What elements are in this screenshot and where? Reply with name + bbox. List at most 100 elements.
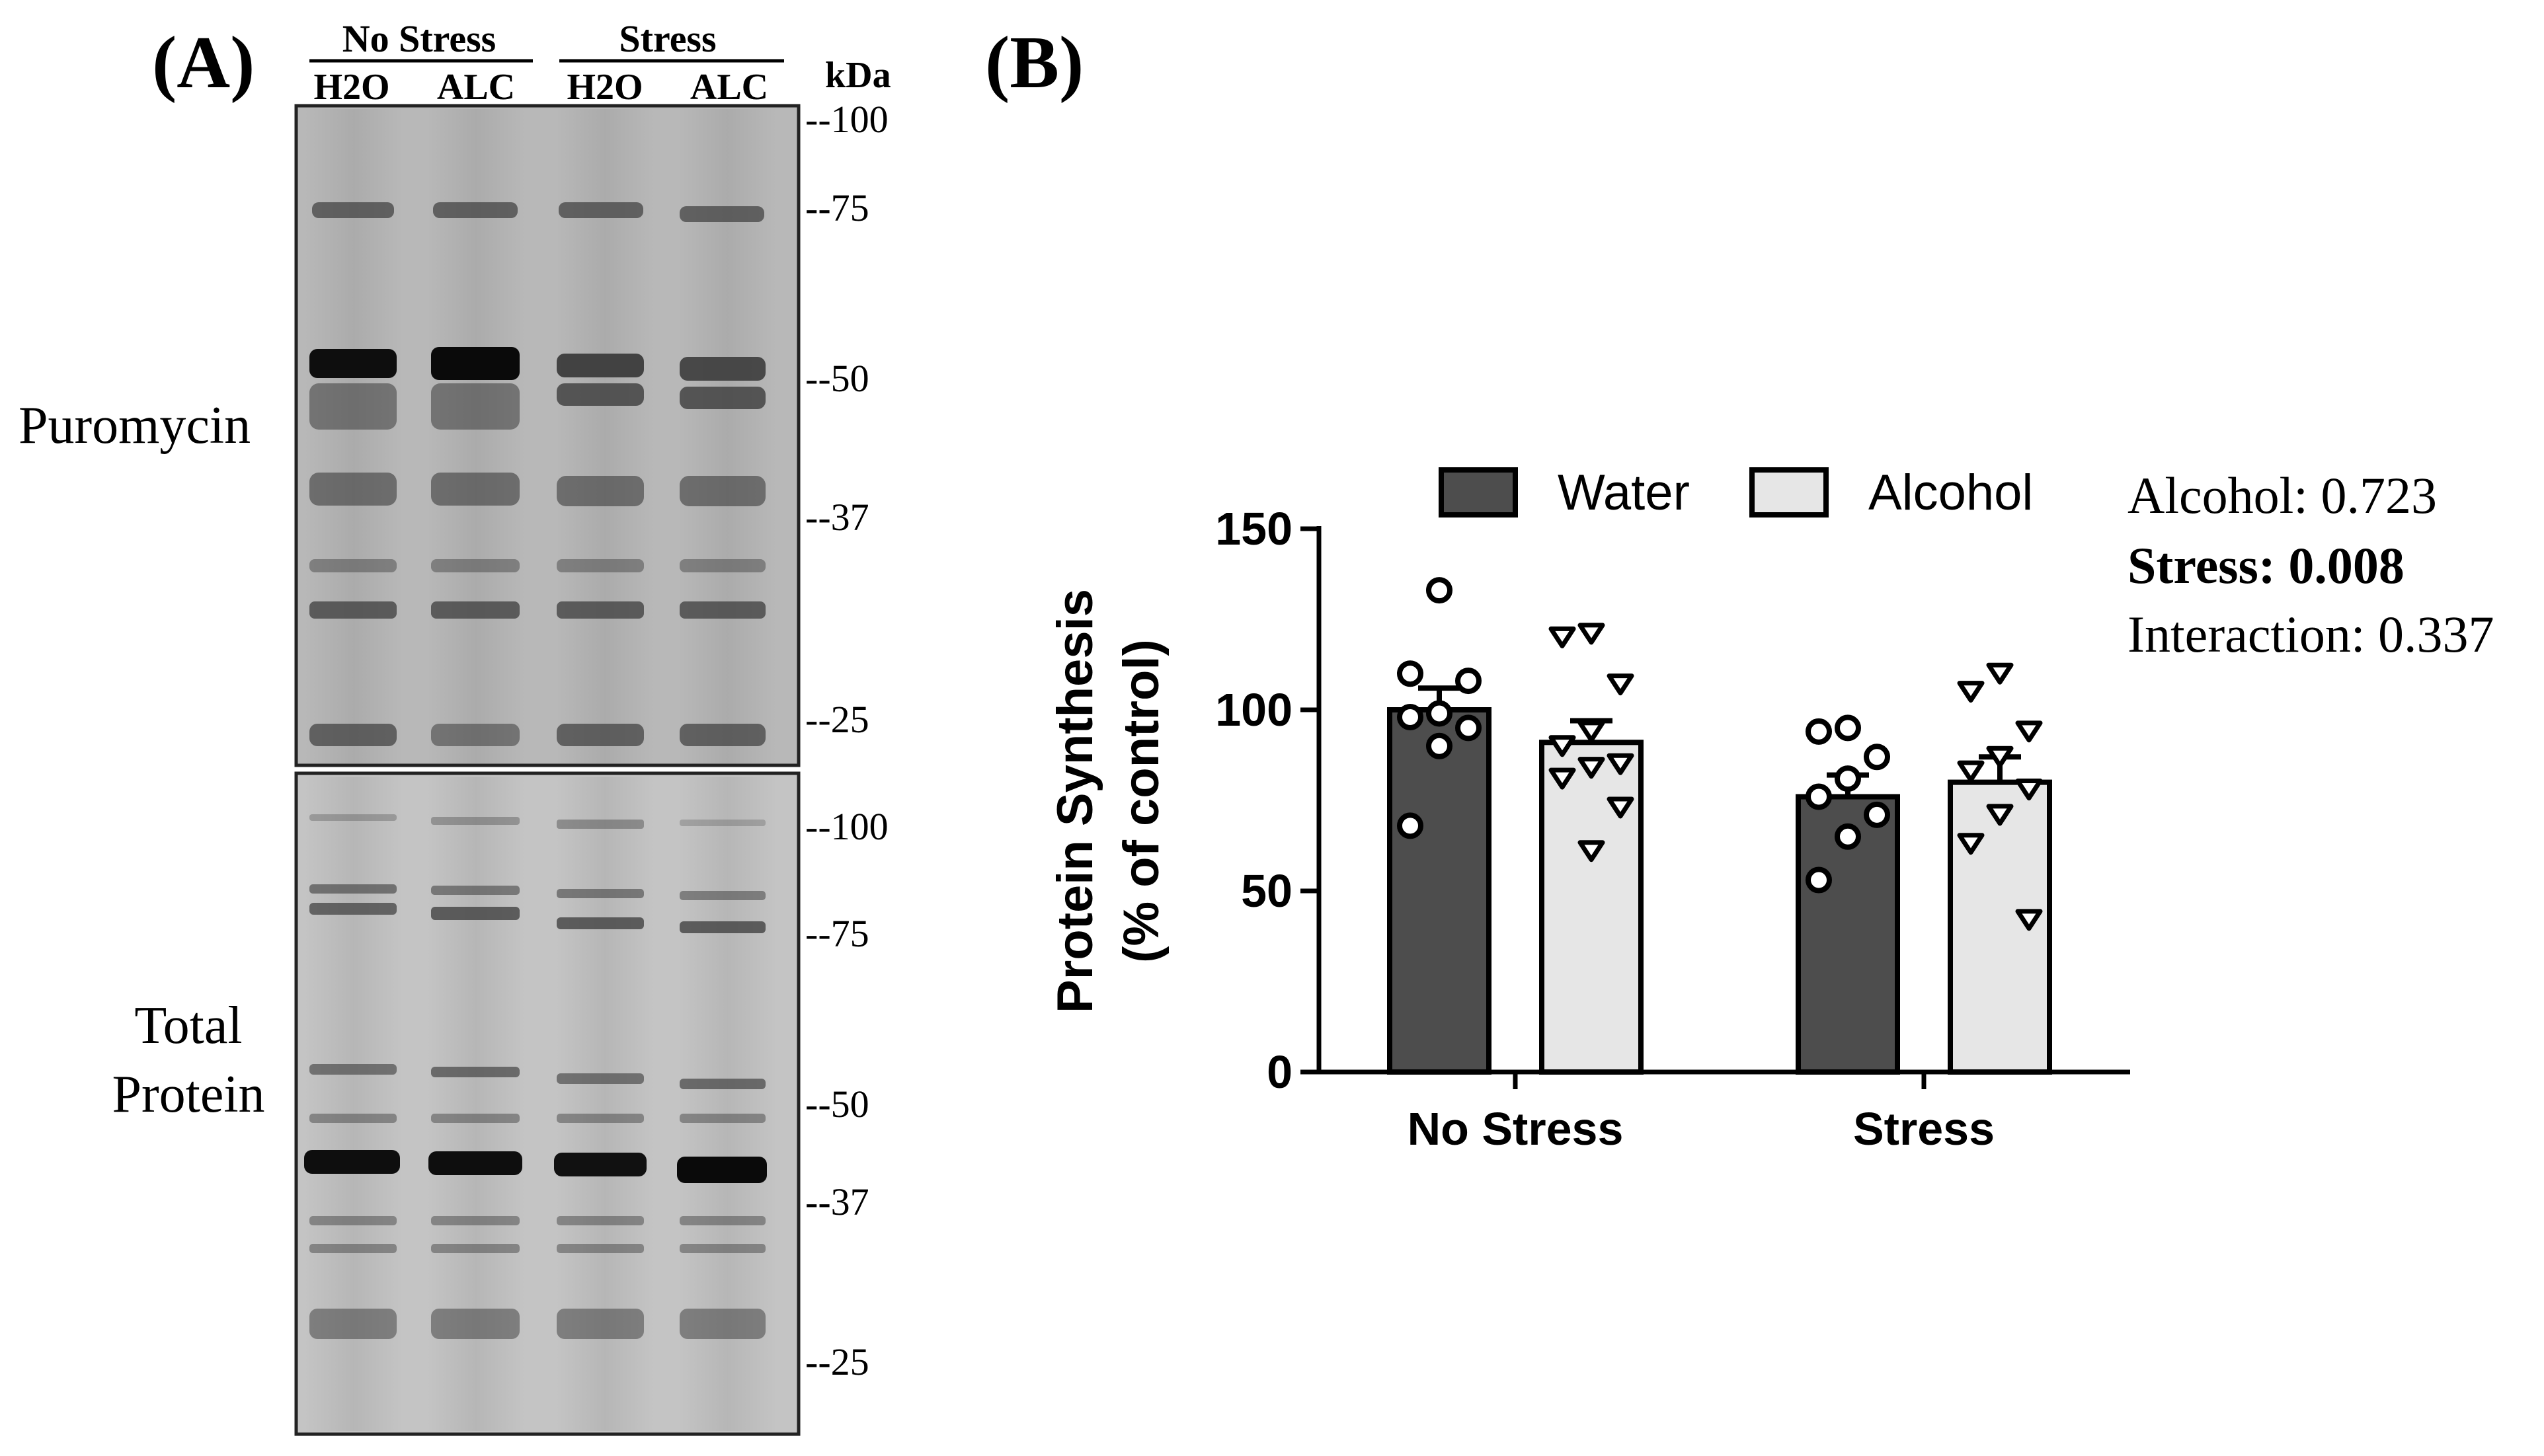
lane-label-1: H2O	[313, 67, 389, 108]
band	[431, 559, 520, 572]
band	[431, 817, 520, 825]
band	[557, 354, 644, 377]
data-point-alcohol	[1577, 623, 1605, 645]
panel-b-label: (B)	[985, 22, 1084, 104]
data-point-alcohol	[1577, 720, 1605, 743]
band	[680, 1079, 766, 1089]
data-point-alcohol	[1986, 804, 2014, 826]
data-point-water	[1835, 714, 1861, 742]
bar-water	[1387, 707, 1491, 1075]
band	[431, 907, 520, 920]
band	[680, 601, 766, 619]
band	[557, 917, 644, 929]
data-point-water	[1455, 668, 1482, 695]
legend-swatch-water	[1439, 467, 1518, 517]
band	[680, 921, 766, 933]
band	[309, 1064, 397, 1075]
data-point-alcohol	[1548, 767, 1576, 790]
data-point-water	[1835, 823, 1861, 850]
data-point-water	[1455, 714, 1482, 742]
band	[304, 1150, 400, 1174]
band	[431, 347, 520, 380]
data-point-alcohol	[1607, 796, 1634, 819]
marker-25-top: --25	[805, 698, 869, 741]
puromycin-bands	[309, 202, 766, 746]
band	[557, 476, 644, 506]
puromycin-blot: Puromycin --100 --75 --50 --37 --25	[19, 98, 889, 767]
marker-75-top: --75	[805, 186, 869, 229]
data-point-alcohol	[1607, 673, 1634, 696]
band	[557, 820, 644, 829]
band	[433, 202, 518, 218]
band	[309, 601, 397, 619]
band	[680, 387, 766, 409]
band	[680, 1114, 766, 1123]
band	[557, 1244, 644, 1253]
y-tick-label: 0	[1267, 1046, 1292, 1098]
y-tick-label: 150	[1215, 503, 1292, 555]
data-point-alcohol	[2015, 720, 2043, 743]
data-point-alcohol	[2015, 909, 2043, 931]
data-point-water	[1806, 783, 1832, 810]
y-axis-title-line1: Protein Synthesis	[1047, 589, 1103, 1013]
stat-stress: Stress: 0.008	[2127, 537, 2405, 594]
marker-37-top: --37	[805, 496, 869, 539]
band	[309, 884, 397, 894]
band	[309, 1309, 397, 1339]
data-point-water	[1397, 703, 1423, 730]
marker-50-bottom: --50	[805, 1083, 869, 1126]
data-point-water	[1806, 718, 1832, 745]
panel-a-label: (A)	[152, 22, 255, 104]
band	[557, 1073, 644, 1084]
data-point-water	[1426, 732, 1452, 759]
marker-75-bottom: --75	[805, 912, 869, 955]
band	[431, 1309, 520, 1339]
marker-25-bottom: --25	[805, 1340, 869, 1383]
data-point-water	[1426, 577, 1452, 604]
band	[431, 1114, 520, 1123]
y-axis-title-line2: (% of control)	[1113, 639, 1170, 963]
bar-chart: 0 50 100 150 No Stress Stress Protein Synthesi…	[1047, 465, 2130, 1155]
legend-label-water: Water	[1558, 465, 1690, 521]
band	[557, 724, 644, 746]
band	[680, 559, 766, 572]
data-point-water	[1835, 765, 1861, 792]
panel-a: (A) No Stress Stress H2O ALC H2O ALC kDa	[19, 17, 891, 1436]
data-point-alcohol	[1577, 840, 1605, 862]
band	[680, 1244, 766, 1253]
band	[557, 1309, 644, 1339]
band	[680, 1216, 766, 1225]
band	[557, 889, 644, 898]
band	[557, 601, 644, 619]
data-point-alcohol	[1957, 681, 1985, 703]
data-point-alcohol	[1577, 757, 1605, 779]
total-protein-bands	[304, 814, 767, 1339]
band	[554, 1153, 647, 1176]
data-point-alcohol	[1986, 662, 2014, 685]
lane-label-2: ALC	[437, 67, 515, 108]
band	[557, 383, 644, 406]
band	[431, 1244, 520, 1253]
total-protein-label-line2: Protein	[112, 1065, 264, 1124]
band	[557, 1216, 644, 1225]
data-point-alcohol	[1548, 735, 1576, 757]
band	[431, 383, 520, 430]
marker-100-top: --100	[805, 98, 889, 141]
band	[309, 1244, 397, 1253]
band	[428, 1151, 522, 1175]
band	[557, 1114, 644, 1123]
bar-alcohol	[1539, 740, 1644, 1075]
band	[312, 202, 394, 218]
band	[680, 476, 766, 506]
data-point-alcohol	[1607, 753, 1634, 775]
legend-swatch-alcohol	[1749, 467, 1829, 517]
band	[557, 559, 644, 572]
band	[431, 724, 520, 746]
y-tick-label: 100	[1215, 684, 1292, 736]
data-point-alcohol	[1986, 746, 2014, 768]
band	[309, 349, 397, 378]
band	[309, 383, 397, 430]
lane-label-3: H2O	[567, 67, 643, 108]
x-category-label: Stress	[1853, 1103, 1995, 1155]
data-point-water	[1397, 812, 1423, 839]
